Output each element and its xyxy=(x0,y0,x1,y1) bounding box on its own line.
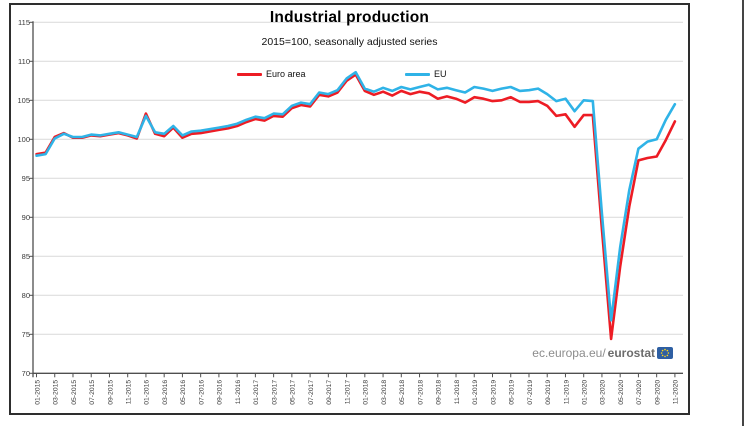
y-tick-label: 90 xyxy=(22,213,30,222)
x-tick-label: 01-2019 xyxy=(472,380,479,405)
x-tick-label: 05-2020 xyxy=(618,380,625,405)
series-line-eu xyxy=(35,70,677,322)
y-tick-label: 70 xyxy=(22,369,30,378)
x-tick-label: 09-2018 xyxy=(436,380,443,405)
euro-area-line-swatch xyxy=(237,72,262,76)
y-tick-label: 115 xyxy=(18,18,30,27)
x-tick-label: 05-2016 xyxy=(180,380,187,405)
y-tick-label: 95 xyxy=(22,174,30,183)
eurostat-watermark: ec.europa.eu/eurostat xyxy=(528,346,673,360)
y-tick-label: 110 xyxy=(18,57,30,66)
x-tick-label: 07-2017 xyxy=(308,380,315,405)
legend-label-eu: EU xyxy=(434,69,447,79)
x-tick-label: 09-2015 xyxy=(107,380,114,405)
x-tick-label: 11-2019 xyxy=(563,380,570,405)
x-tick-label: 09-2020 xyxy=(654,380,661,405)
y-tick-label: 85 xyxy=(22,252,30,261)
x-tick-label: 01-2018 xyxy=(363,380,370,405)
x-tick-label: 01-2020 xyxy=(582,380,589,405)
x-tick-label: 03-2019 xyxy=(490,380,497,405)
x-tick-label: 11-2016 xyxy=(235,380,242,405)
y-tick-label: 80 xyxy=(22,291,30,300)
x-tick-label: 05-2018 xyxy=(399,380,406,405)
watermark-url-bold: eurostat xyxy=(607,346,655,360)
series-line-euro-area xyxy=(35,73,677,341)
y-tick-label: 105 xyxy=(17,96,30,105)
x-tick-label: 11-2017 xyxy=(344,380,351,405)
x-tick-label: 03-2020 xyxy=(600,380,607,405)
eu-line-swatch xyxy=(405,72,430,76)
x-tick-label: 01-2017 xyxy=(253,380,260,405)
x-tick-label: 07-2020 xyxy=(636,380,643,405)
y-tick-label: 75 xyxy=(22,330,30,339)
x-tick-label: 05-2017 xyxy=(290,380,297,405)
legend-label-euro-area: Euro area xyxy=(266,69,306,79)
x-tick-label: 03-2018 xyxy=(381,380,388,405)
x-tick-label: 03-2016 xyxy=(162,380,169,405)
x-tick-label: 07-2015 xyxy=(89,380,96,405)
watermark-url-prefix: ec.europa.eu/ xyxy=(532,346,606,360)
x-tick-label: 07-2018 xyxy=(417,380,424,405)
chart-title: Industrial production xyxy=(269,9,430,26)
x-tick-label: 05-2019 xyxy=(509,380,516,405)
chart-subtitle: 2015=100, seasonally adjusted series xyxy=(261,36,438,48)
eurostat-logo-icon xyxy=(657,347,673,359)
x-tick-label: 05-2015 xyxy=(71,380,78,405)
x-tick-label: 11-2020 xyxy=(673,380,680,405)
x-tick-label: 07-2019 xyxy=(527,380,534,405)
x-tick-label: 09-2016 xyxy=(217,380,224,405)
x-tick-label: 03-2017 xyxy=(271,380,278,405)
x-tick-label: 03-2015 xyxy=(53,380,60,405)
legend-item-euro-area: Euro area xyxy=(237,69,306,79)
x-tick-label: 09-2017 xyxy=(326,380,333,405)
page-edge-line xyxy=(742,0,744,426)
x-tick-label: 01-2015 xyxy=(34,380,41,405)
y-tick-label: 100 xyxy=(17,135,30,144)
x-tick-label: 07-2016 xyxy=(198,380,205,405)
industrial-production-plot: 70 75 80 85 90 95 100 105 110 115 01-2015 03-2015 05… xyxy=(17,18,683,405)
legend-item-eu: EU xyxy=(405,69,447,79)
x-tick-label: 01-2016 xyxy=(144,380,151,405)
x-tick-label: 09-2019 xyxy=(545,380,552,405)
x-tick-label: 11-2018 xyxy=(454,380,461,405)
x-tick-label: 11-2015 xyxy=(126,380,133,405)
chart-frame: 70 75 80 85 90 95 100 105 110 115 01-2015 03-2015 05… xyxy=(9,3,690,415)
